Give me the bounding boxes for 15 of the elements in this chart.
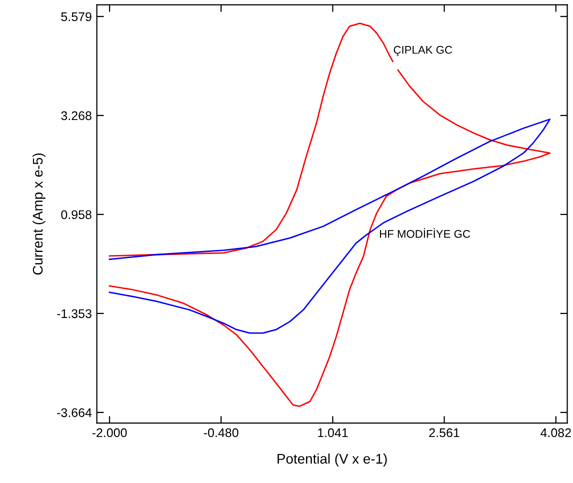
- x-axis-title: Potential (V x e-1): [278, 454, 387, 466]
- series-label: HF MODİFİYE GC: [380, 228, 470, 238]
- x-tick-label: -2.000: [92, 428, 127, 438]
- y-tick-label: 0.958: [61, 210, 92, 220]
- x-tick-label: 1.041: [318, 428, 348, 438]
- series-label: ÇIPLAK GC: [394, 46, 452, 56]
- y-tick-label: 3.268: [61, 111, 92, 120]
- x-tick-label: 4.082: [540, 428, 571, 438]
- y-axis-title: Current (Amp x e-5): [32, 153, 46, 275]
- y-tick-label: 5.579: [61, 12, 92, 22]
- line-series: [108, 118, 551, 334]
- y-tick-label: -1.353: [57, 309, 92, 318]
- x-tick-label: -0.480: [204, 428, 238, 438]
- y-tick-label: -3.664: [57, 408, 92, 418]
- x-tick-label: 2.561: [429, 428, 460, 438]
